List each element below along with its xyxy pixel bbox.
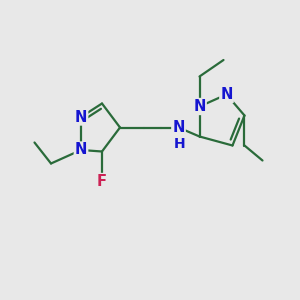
- Text: H: H: [174, 137, 186, 151]
- Text: N: N: [75, 142, 87, 158]
- Text: N: N: [75, 110, 87, 124]
- Text: N: N: [193, 99, 206, 114]
- Text: N: N: [172, 120, 185, 135]
- Text: F: F: [97, 174, 107, 189]
- Text: N: N: [220, 87, 233, 102]
